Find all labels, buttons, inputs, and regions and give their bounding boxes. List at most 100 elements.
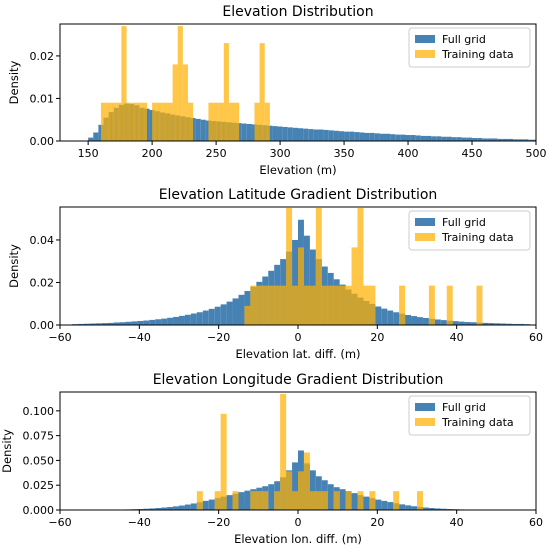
chart-panel-2: −60 −40 −20 0 20 40 60 0.00 0.02 0.04 Elevation La…: [7, 187, 543, 361]
full-grid-bar: [387, 310, 394, 325]
legend-box: [408, 395, 531, 436]
full-grid-bar: [518, 323, 525, 325]
training-data-bar: [286, 208, 293, 325]
training-data-bar: [259, 43, 265, 141]
training-data-bar: [333, 285, 340, 325]
y-axis-label: Density: [0, 429, 14, 473]
full-grid-bar: [89, 323, 96, 325]
full-grid-bar: [202, 500, 209, 510]
full-grid-bar: [422, 317, 429, 325]
training-data-bar: [141, 102, 148, 141]
full-grid-bar: [323, 129, 329, 141]
full-grid-bar: [512, 323, 519, 325]
full-grid-bar: [375, 499, 382, 510]
full-grid-bar: [410, 135, 416, 141]
training-data-bar: [446, 285, 453, 325]
training-data-bar: [363, 285, 370, 325]
x-tick-label: −60: [48, 331, 71, 344]
legend-box: [408, 27, 531, 68]
chart-title: Elevation Distribution: [222, 4, 373, 20]
full-grid-bar: [385, 133, 391, 141]
full-grid-bar: [464, 322, 471, 325]
x-tick-label: −60: [48, 516, 71, 529]
training-data-bar: [116, 102, 122, 141]
x-tick-label: 60: [529, 516, 543, 529]
full-grid-bar: [415, 135, 421, 141]
training-data-bar: [250, 285, 257, 325]
legend-swatch: [415, 418, 435, 426]
legend: Full grid Training data: [408, 27, 531, 68]
full-grid-bar: [161, 507, 168, 510]
legend-swatch: [415, 403, 435, 411]
full-grid-bar: [308, 129, 314, 141]
full-grid-bar: [131, 321, 138, 325]
training-data-bar: [177, 26, 183, 141]
bars-group: [71, 208, 531, 325]
full-grid-bar: [399, 504, 406, 510]
training-data-bar: [262, 285, 269, 325]
training-data-bar: [187, 102, 194, 141]
training-data-bar: [121, 26, 127, 141]
full-grid-bar: [434, 319, 441, 325]
training-data-bar: [315, 208, 322, 325]
x-tick-label: 450: [462, 147, 483, 160]
full-grid-bar: [208, 499, 215, 510]
full-grid-bar: [470, 322, 477, 325]
training-data-bar: [476, 285, 483, 325]
full-grid-bar: [369, 132, 375, 141]
full-grid-bar: [374, 133, 380, 141]
full-grid-bar: [400, 134, 406, 141]
full-grid-bar: [277, 126, 283, 141]
full-grid-bar: [149, 319, 156, 325]
y-tick-label: 0.075: [23, 430, 55, 443]
training-data-bar: [136, 102, 142, 141]
training-data-bar: [393, 491, 400, 510]
legend-entry-label: Full grid: [442, 401, 486, 414]
full-grid-bar: [282, 126, 288, 141]
training-data-bar: [256, 491, 263, 510]
full-grid-bar: [533, 139, 536, 141]
full-grid-bar: [167, 317, 174, 325]
legend-swatch: [415, 50, 435, 58]
full-grid-bar: [405, 315, 412, 325]
full-grid-bar: [405, 505, 412, 510]
x-axis-label: Elevation (m): [259, 163, 336, 177]
x-tick-label: −40: [128, 331, 151, 344]
training-data-bar: [309, 491, 316, 510]
full-grid-bar: [363, 496, 370, 510]
full-grid-bar: [125, 321, 132, 325]
full-grid-bar: [93, 132, 99, 141]
full-grid-bar: [184, 314, 191, 325]
full-grid-bar: [214, 306, 221, 325]
full-grid-bar: [298, 128, 304, 141]
training-data-bar: [339, 285, 346, 325]
legend-box: [408, 210, 531, 251]
y-tick-label: 0.00: [30, 135, 55, 148]
training-data-bar: [345, 491, 352, 510]
full-grid-bar: [500, 323, 507, 325]
x-tick-label: 500: [526, 147, 547, 160]
legend: Full grid Training data: [408, 210, 531, 251]
training-data-bar: [244, 305, 251, 325]
full-grid-bar: [497, 138, 503, 141]
full-grid-bar: [492, 138, 498, 141]
training-data-bar: [274, 491, 281, 510]
training-data-bar: [303, 452, 310, 510]
full-grid-bar: [83, 323, 90, 325]
full-grid-bar: [440, 320, 447, 325]
full-grid-bar: [173, 506, 179, 510]
x-tick-label: 200: [142, 147, 163, 160]
full-grid-bar: [411, 506, 417, 510]
x-tick-label: 0: [295, 516, 302, 529]
full-grid-bar: [149, 508, 156, 510]
bars-group: [88, 26, 536, 141]
full-grid-bar: [431, 136, 437, 141]
training-data-bar: [167, 102, 173, 141]
full-grid-bar: [119, 322, 126, 325]
full-grid-bar: [446, 136, 452, 141]
full-grid-bar: [161, 318, 168, 325]
y-tick-label: 0.00: [30, 319, 55, 332]
full-grid-bar: [309, 470, 316, 510]
full-grid-bar: [244, 490, 251, 510]
training-data-bar: [214, 491, 221, 510]
